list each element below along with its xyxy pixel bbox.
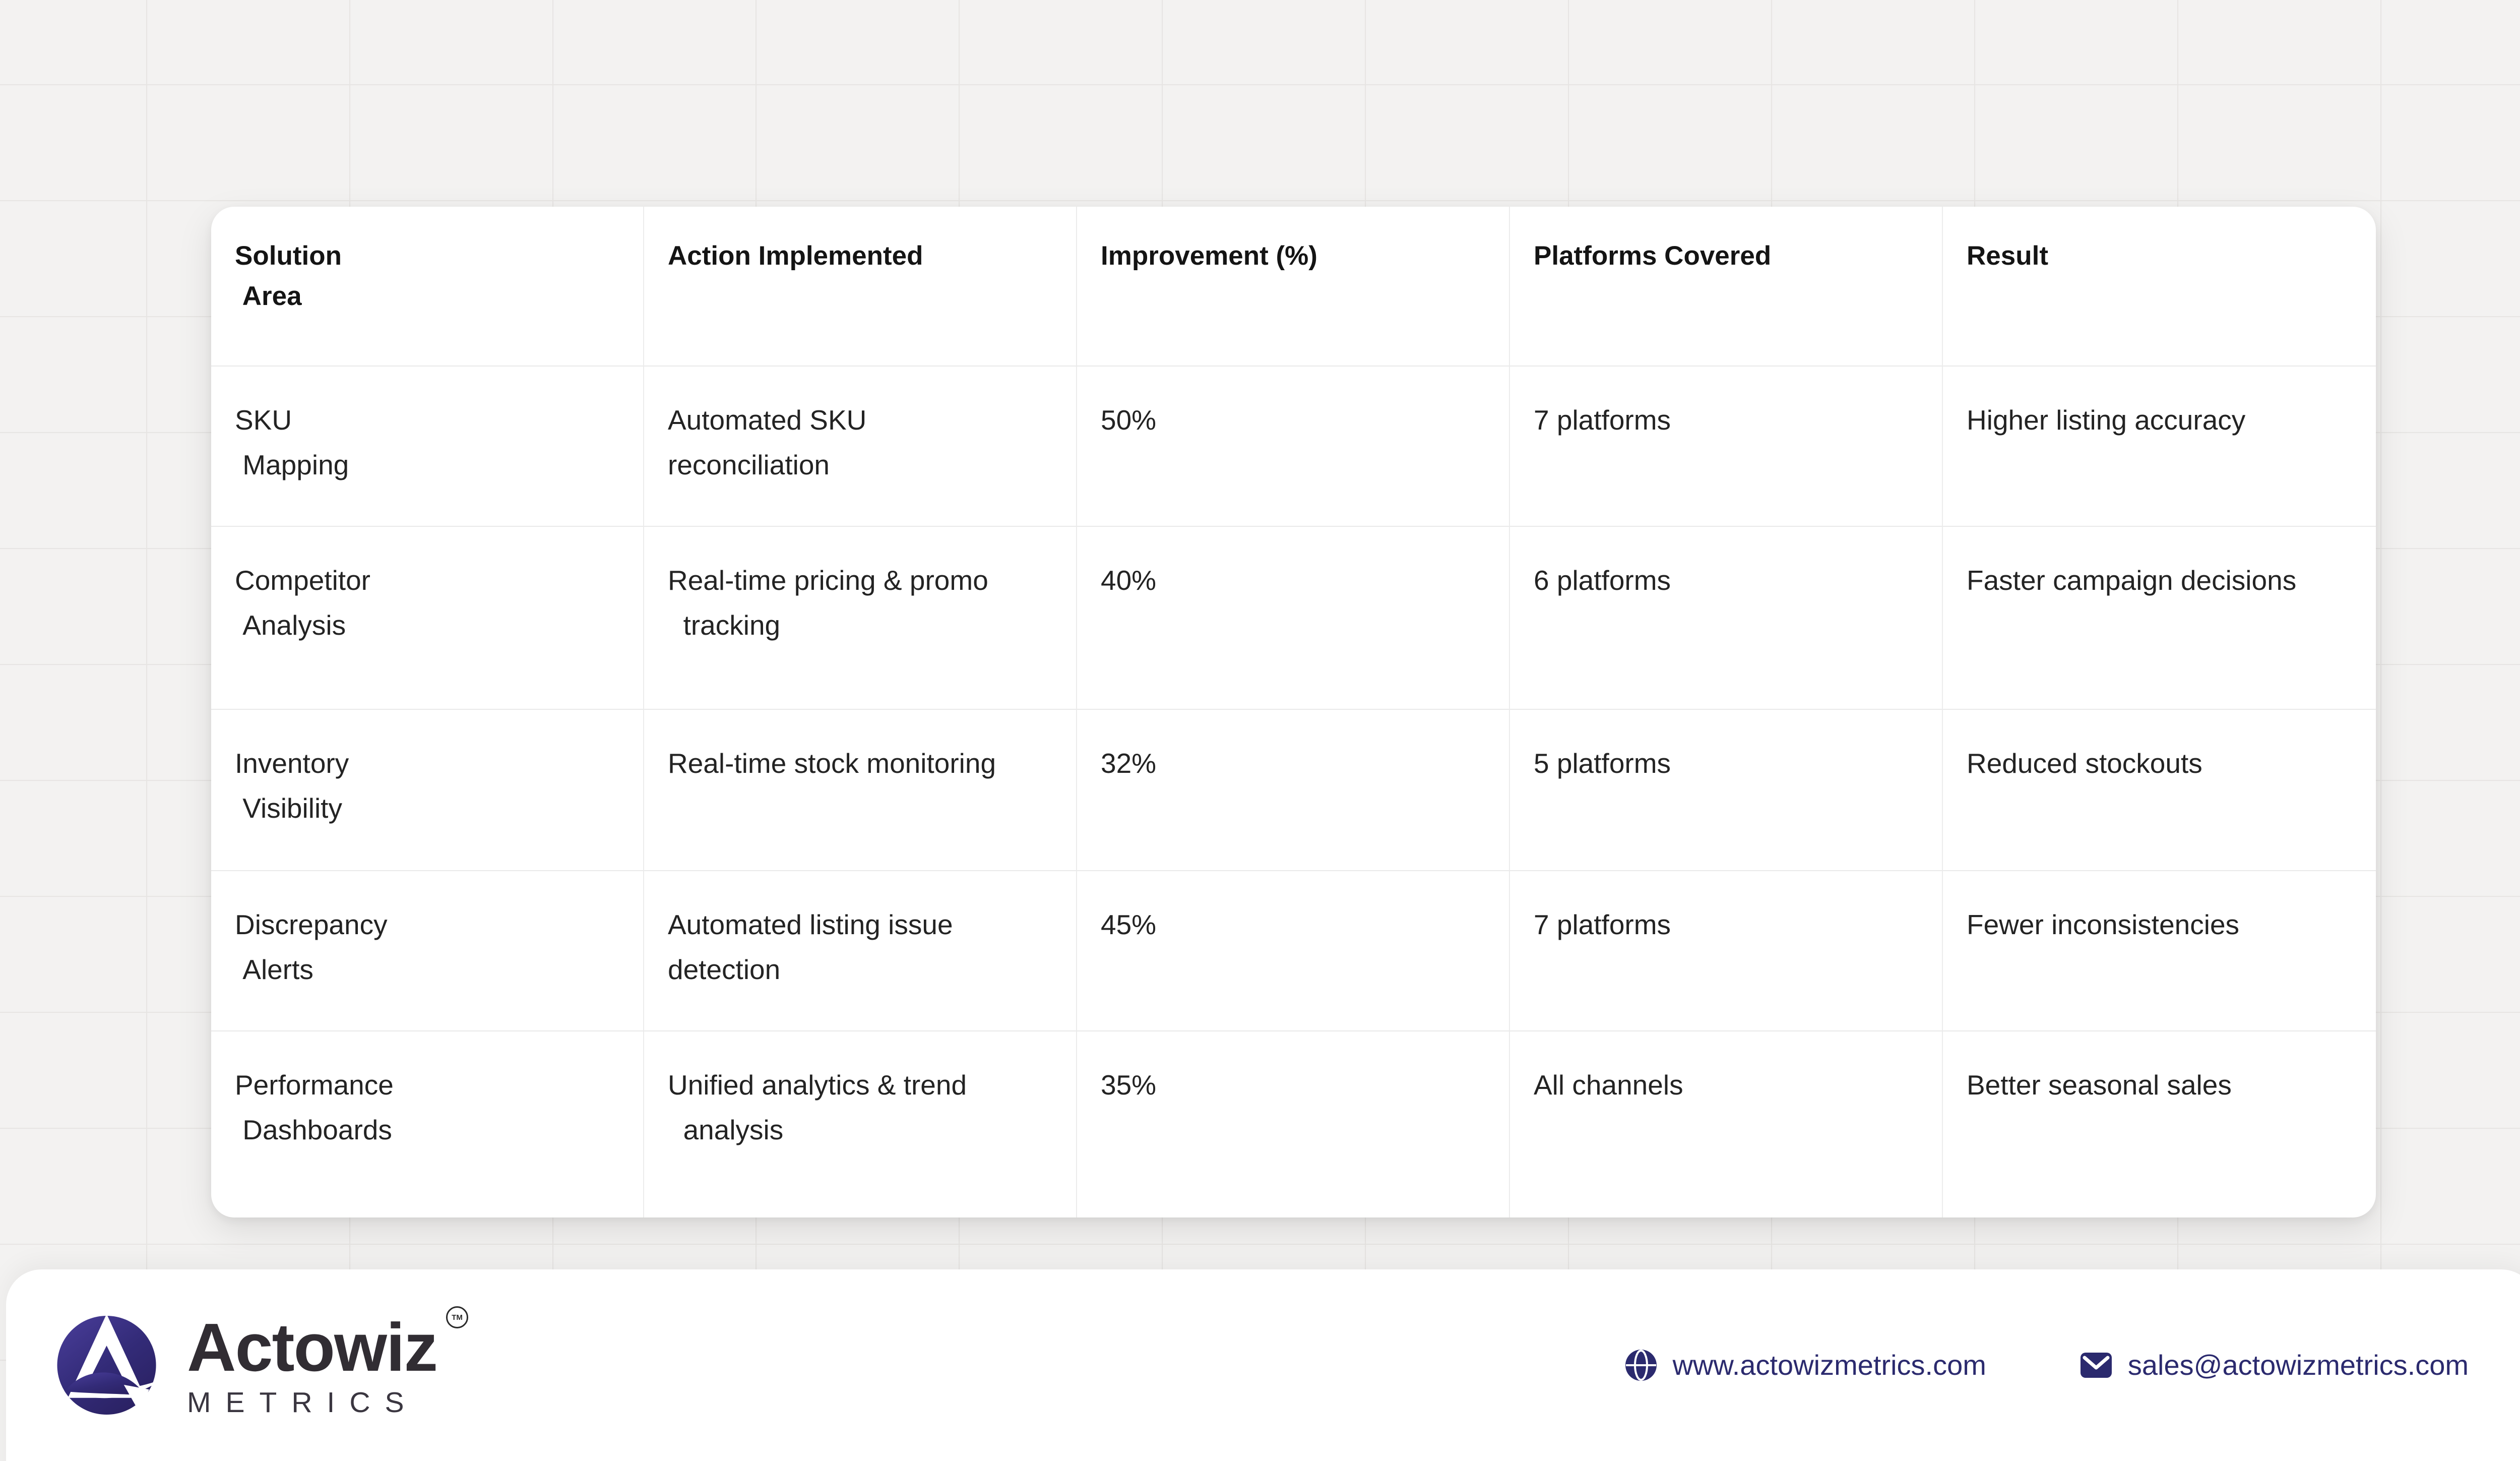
mail-icon bbox=[2080, 1353, 2112, 1378]
actowiz-logo-icon bbox=[57, 1314, 164, 1415]
table-cell-r0-c1: Automated SKU reconciliation bbox=[644, 367, 1077, 527]
header-cell-4: Result bbox=[1943, 207, 2376, 367]
table-cell-r1-c3: 6 platforms bbox=[1510, 527, 1943, 710]
table-cell-r2-c2: 32% bbox=[1077, 710, 1510, 871]
footer-content: Actowiz TM METRICS www.actowizmetrics.co… bbox=[6, 1269, 2520, 1461]
trademark-badge: TM bbox=[446, 1306, 469, 1328]
email-link[interactable]: sales@actowizmetrics.com bbox=[2127, 1349, 2469, 1381]
table-cell-r1-c2: 40% bbox=[1077, 527, 1510, 710]
brand-block: Actowiz TM METRICS bbox=[54, 1306, 472, 1421]
brand-name: Actowiz bbox=[187, 1309, 438, 1385]
results-table: Solution Area Action Implemented Improveme… bbox=[211, 207, 2376, 1218]
table-cell-r3-c3: 7 platforms bbox=[1510, 871, 1943, 1031]
email-item: sales@actowizmetrics.com bbox=[2080, 1349, 2469, 1382]
results-table-card: Solution Area Action Implemented Improveme… bbox=[211, 207, 2376, 1218]
table-cell-r4-c4: Better seasonal sales bbox=[1967, 1069, 2232, 1101]
header-cell-2: Improvement (%) bbox=[1077, 207, 1510, 367]
table-cell-r0-c4: Higher listing accuracy bbox=[1943, 367, 2376, 527]
header-cell-1: Action Implemented bbox=[644, 207, 1077, 367]
table-cell-r2-c1: Real-time stock monitoring bbox=[644, 710, 1077, 871]
table-cell-r4-c3: All channels bbox=[1510, 1031, 1943, 1218]
table-cell-r2-c0: Inventory Visibility bbox=[211, 710, 644, 871]
globe-icon bbox=[1625, 1350, 1657, 1381]
table-cell-r3-c0: Discrepancy Alerts bbox=[211, 871, 644, 1031]
table-cell-r0-c3: 7 platforms bbox=[1510, 367, 1943, 527]
table-cell-r0-c2: 50% bbox=[1077, 367, 1510, 527]
table-cell-r1-c4: Faster campaign decisions bbox=[1943, 527, 2376, 710]
website-link[interactable]: www.actowizmetrics.com bbox=[1672, 1349, 1986, 1381]
footer-contacts: www.actowizmetrics.com sales@actowizmetr… bbox=[1624, 1349, 2469, 1382]
table-cell-r3-c1: Automated listing issue detection bbox=[644, 871, 1077, 1031]
table-cell-r2-c4: Reduced stockouts bbox=[1943, 710, 2376, 871]
website-item: www.actowizmetrics.com bbox=[1624, 1349, 1986, 1382]
table-cell-r4-c1: Unified analytics & trend analysis bbox=[644, 1031, 1077, 1218]
table-cell-r2-c3: 5 platforms bbox=[1510, 710, 1943, 871]
table-cell-r4-c2: 35% bbox=[1077, 1031, 1510, 1218]
brand-subtitle: METRICS bbox=[187, 1386, 419, 1419]
table-cell-r0-c0: SKU Mapping bbox=[211, 367, 644, 527]
header-cell-3: Platforms Covered bbox=[1510, 207, 1943, 367]
brand-wordmark: Actowiz TM METRICS bbox=[187, 1306, 472, 1419]
table-cell-r3-c4: Fewer inconsistencies bbox=[1943, 871, 2376, 1031]
table-cell-r4-c0: Performance Dashboards bbox=[211, 1031, 644, 1218]
header-cell-0: Solution Area bbox=[211, 207, 644, 367]
table-cell-r1-c1: Real-time pricing & promo tracking bbox=[644, 527, 1077, 710]
table-cell-r3-c2: 45% bbox=[1077, 871, 1510, 1031]
footer-bar: Actowiz TM METRICS www.actowizmetrics.co… bbox=[6, 1269, 2520, 1461]
table-cell-r1-c0: Competitor Analysis bbox=[211, 527, 644, 710]
